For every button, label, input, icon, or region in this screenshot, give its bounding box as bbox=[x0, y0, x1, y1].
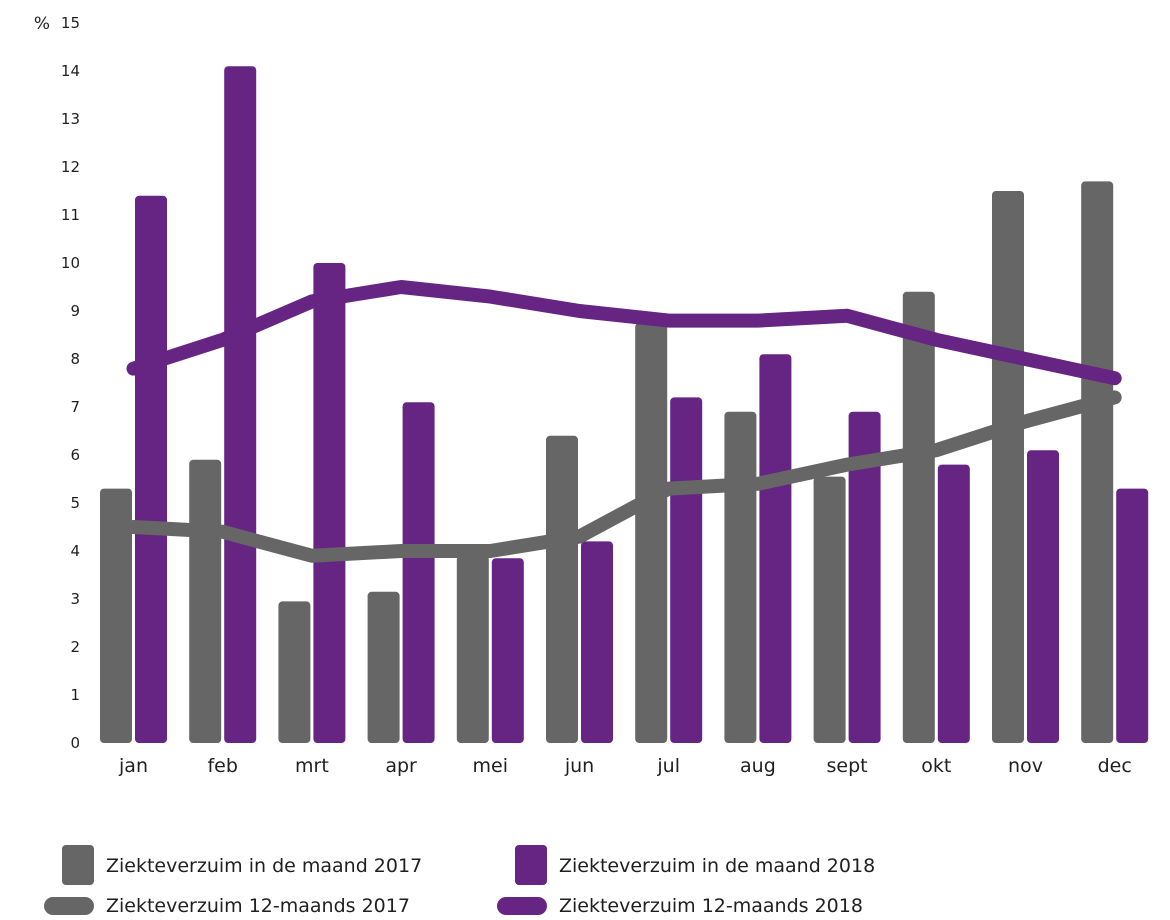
legend-swatch-bar bbox=[515, 845, 547, 885]
legend-swatch-line bbox=[497, 897, 547, 915]
bar-2017-okt bbox=[902, 291, 935, 743]
bar-2017-jan bbox=[100, 488, 132, 743]
x-tick-label-aug: aug bbox=[740, 755, 776, 777]
bar-2017-apr bbox=[367, 591, 400, 743]
bar-2018-jul bbox=[670, 397, 703, 743]
y-tick-label: 3 bbox=[70, 590, 80, 608]
y-tick-label: 15 bbox=[61, 14, 80, 32]
x-tick-label-jul: jul bbox=[656, 755, 680, 777]
y-tick-label: 5 bbox=[70, 494, 80, 512]
bar-2017-dec bbox=[1081, 181, 1114, 743]
bar-2018-okt bbox=[937, 464, 970, 743]
bar-2017-jul bbox=[635, 323, 668, 743]
bar-2017-sept bbox=[813, 476, 846, 743]
y-tick-label: 11 bbox=[61, 206, 80, 224]
line-2018-12-maands bbox=[126, 280, 1122, 386]
y-unit-label: % bbox=[34, 14, 50, 34]
y-tick-label: 2 bbox=[70, 638, 80, 656]
x-tick-label-okt: okt bbox=[921, 755, 951, 777]
x-tick-label-jun: jun bbox=[564, 755, 594, 777]
bar-2018-nov bbox=[1027, 450, 1059, 743]
x-tick-label-nov: nov bbox=[1008, 755, 1043, 777]
x-tick-label-feb: feb bbox=[207, 755, 237, 777]
y-tick-label: 9 bbox=[70, 302, 80, 320]
y-tick-label: 10 bbox=[61, 254, 80, 272]
x-tick-label-jan: jan bbox=[118, 755, 148, 777]
y-tick-label: 7 bbox=[70, 398, 80, 416]
y-tick-label: 6 bbox=[70, 446, 80, 464]
bar-2017-mei bbox=[456, 555, 489, 743]
bar-2017-jun bbox=[546, 435, 578, 743]
bar-2018-sept bbox=[848, 411, 881, 743]
y-tick-label: 12 bbox=[61, 158, 80, 176]
bar-2018-aug bbox=[759, 354, 792, 743]
lines bbox=[126, 280, 1122, 563]
bar-2018-jan bbox=[135, 195, 167, 744]
bar-2017-mrt bbox=[278, 601, 311, 743]
x-tick-label-apr: apr bbox=[385, 755, 417, 777]
bar-2017-nov bbox=[992, 191, 1024, 743]
bars bbox=[100, 66, 1149, 744]
y-tick-label: 13 bbox=[61, 110, 80, 128]
legend-label: Ziekteverzuim in de maand 2017 bbox=[106, 855, 422, 877]
y-tick-label: 14 bbox=[61, 62, 80, 80]
x-axis: jan feb mrt apr mei jun jul aug sept okt nov dec bbox=[118, 755, 1132, 777]
bar-2018-dec bbox=[1116, 488, 1149, 743]
bar-2017-feb bbox=[189, 459, 222, 743]
bar-2018-feb bbox=[224, 66, 257, 743]
bar-2017-aug bbox=[724, 411, 757, 743]
line-2017-12-maands bbox=[126, 390, 1122, 563]
bar-2018-apr bbox=[402, 402, 435, 743]
legend-label: Ziekteverzuim 12-maands 2017 bbox=[106, 895, 410, 917]
y-tick-label: 1 bbox=[70, 686, 80, 704]
bar-2018-mrt bbox=[313, 263, 346, 743]
bar-2018-mei bbox=[491, 558, 524, 743]
legend-label: Ziekteverzuim in de maand 2018 bbox=[559, 855, 875, 877]
y-tick-label: 0 bbox=[70, 734, 80, 752]
x-tick-label-mei: mei bbox=[473, 755, 508, 777]
y-tick-label: 8 bbox=[70, 350, 80, 368]
y-tick-label: 4 bbox=[70, 542, 80, 560]
x-tick-label-sept: sept bbox=[827, 755, 868, 777]
legend: Ziekteverzuim in de maand 2017 Ziekteverz… bbox=[44, 845, 875, 917]
x-tick-label-mrt: mrt bbox=[295, 755, 329, 777]
legend-swatch-line bbox=[44, 897, 94, 915]
bar-2018-jun bbox=[581, 541, 613, 743]
legend-label: Ziekteverzuim 12-maands 2018 bbox=[559, 895, 863, 917]
legend-swatch-bar bbox=[62, 845, 94, 885]
x-tick-label-dec: dec bbox=[1098, 755, 1132, 777]
